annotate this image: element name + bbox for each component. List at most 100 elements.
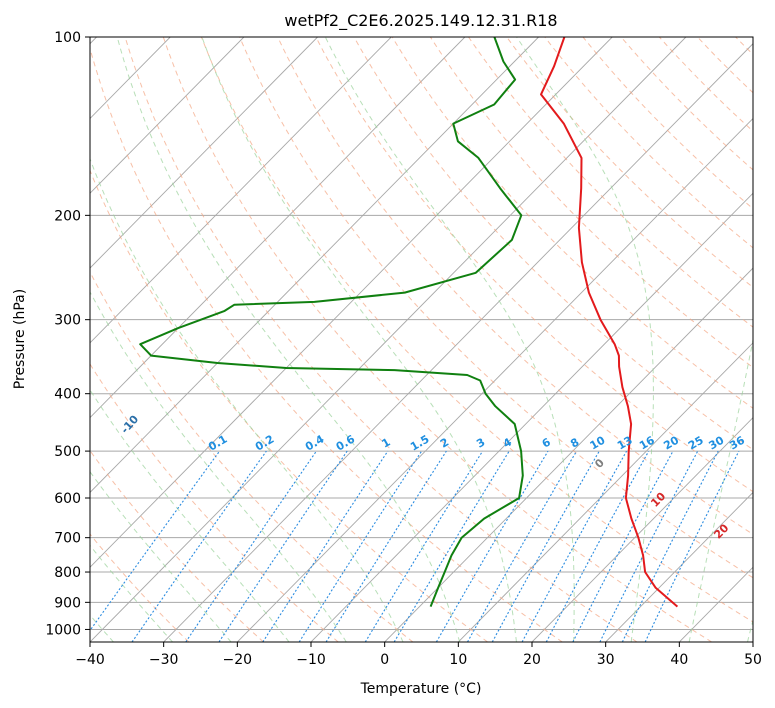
dry-adiabat-line: [582, 37, 753, 210]
x-tick-label: −10: [296, 652, 326, 668]
dry-adiabat-line: [658, 37, 753, 132]
mixing-ratio-label: 0.1: [206, 433, 229, 454]
y-tick-label: 700: [54, 531, 81, 547]
x-tick-label: 10: [449, 652, 467, 668]
moist-adiabat-line: [516, 37, 654, 642]
isotherm-line: [90, 37, 318, 269]
dry-adiabat-line: [735, 37, 753, 56]
isotherm-line: [752, 641, 753, 642]
y-tick-label: 800: [54, 565, 81, 581]
mixing-ratio-line: [435, 450, 549, 642]
dry-adiabat-line: [697, 37, 753, 94]
moist-adiabat-line: [747, 618, 753, 642]
isotherm-line: [90, 37, 539, 494]
y-tick-label: 500: [54, 444, 81, 460]
dry-adiabat-line: [162, 37, 712, 642]
mixing-ratio-label: 10: [588, 433, 608, 452]
dry-adiabat-line: [200, 37, 753, 623]
mixing-ratio-line: [491, 450, 600, 642]
mixing-ratio-label: 16: [637, 433, 657, 452]
mixing-ratio-line: [364, 450, 484, 642]
x-tick-label: 0: [380, 652, 389, 668]
x-axis-label: Temperature (°C): [360, 681, 482, 697]
moist-adiabat-line: [90, 290, 347, 642]
dry-adiabat-line: [90, 271, 414, 642]
moist-adiabat-line: [688, 337, 753, 642]
isotherm-line: [458, 342, 753, 642]
moist-adiabat-label: 0: [592, 456, 607, 471]
isotherm-line: [90, 37, 245, 194]
mixing-ratio-label: 0.6: [334, 432, 358, 453]
x-tick-label: −40: [75, 652, 105, 668]
moist-adiabat-line: [90, 157, 404, 642]
temperature-line: [540, 37, 679, 608]
dry-adiabat-line: [90, 46, 563, 642]
mixing-ratio-label: 1: [380, 436, 393, 451]
dewpoint-line: [139, 37, 524, 607]
mixing-ratio-label: 3: [474, 436, 487, 451]
grid-layer: [90, 37, 753, 642]
y-tick-label: 1000: [45, 622, 81, 638]
mixing-ratio-line: [599, 450, 699, 642]
x-tick-label: 40: [670, 652, 688, 668]
dry-adiabat-label: -10: [118, 413, 141, 437]
mixing-ratio-line: [218, 450, 348, 642]
x-tick-label: −30: [149, 652, 179, 668]
axis-ticks-layer: −40 −30 −20 −10 0 10 20 30 40 5010020030040050060…: [45, 30, 762, 668]
dry-adiabat-line: [124, 37, 638, 642]
dry-adiabat-line: [277, 37, 753, 535]
dry-adiabat-line: [620, 37, 753, 171]
dry-adiabat-line: [468, 37, 753, 328]
isotherm-line: [237, 117, 753, 642]
y-tick-label: 100: [54, 30, 81, 46]
moist-adiabat-line: [90, 544, 173, 642]
isotherm-line: [163, 43, 753, 642]
dry-adiabat-line: [544, 37, 753, 249]
mixing-ratio-line: [644, 450, 740, 642]
dry-adiabat-line: [315, 37, 753, 493]
moist-adiabat-line: [90, 389, 290, 642]
isotherm-line: [310, 192, 753, 642]
mixing-ratio-line: [185, 450, 317, 642]
mixing-ratio-line: [325, 450, 447, 642]
mixing-ratio-line: [298, 450, 423, 642]
mixing-ratio-label: 36: [727, 433, 747, 452]
x-tick-label: −20: [223, 652, 253, 668]
mixing-ratio-label: 30: [707, 433, 727, 452]
moist-adiabat-line: [324, 37, 575, 642]
dry-adiabat-line: [90, 363, 339, 642]
moist-adiabat-line: [90, 470, 232, 642]
dry-adiabat-line: [90, 533, 190, 642]
isotherm-line: [90, 37, 613, 568]
isotherm-line: [679, 566, 753, 642]
isotherm-line: [384, 267, 753, 642]
lines-layer: [139, 37, 679, 608]
x-tick-label: 30: [597, 652, 615, 668]
mixing-ratio-label: 1.5: [408, 433, 431, 454]
dry-adiabat-line: [239, 37, 753, 579]
isotherm-line: [531, 416, 753, 642]
mixing-ratio-line: [521, 450, 628, 642]
dry-adiabat-line: [90, 449, 264, 642]
y-axis-label: Pressure (hPa): [12, 289, 28, 389]
y-tick-label: 300: [54, 313, 81, 329]
mixing-ratio-line: [262, 450, 389, 642]
chart-title: wetPf2_C2E6.2025.149.12.31.R18: [284, 11, 557, 31]
isotherm-line: [90, 37, 392, 344]
mixing-ratio-label: 0.4: [303, 432, 327, 453]
mixing-ratio-line: [467, 450, 578, 642]
mixing-ratio-label: 0.2: [253, 433, 276, 454]
mixing-ratio-line: [393, 450, 510, 642]
dry-adiabat-line: [391, 37, 753, 409]
isotherm-line: [90, 37, 466, 419]
mixing-ratio-line: [572, 450, 674, 642]
mixing-ratio-label: 8: [568, 436, 581, 451]
moist-adiabat-line: [201, 37, 517, 642]
mixing-ratio-line: [131, 450, 267, 642]
plot-frame: [89, 36, 754, 643]
dry-adiabat-line: [506, 37, 753, 288]
mixing-ratio-label: 6: [540, 435, 553, 450]
y-tick-label: 900: [54, 595, 81, 611]
isotherm-line: [605, 491, 753, 642]
